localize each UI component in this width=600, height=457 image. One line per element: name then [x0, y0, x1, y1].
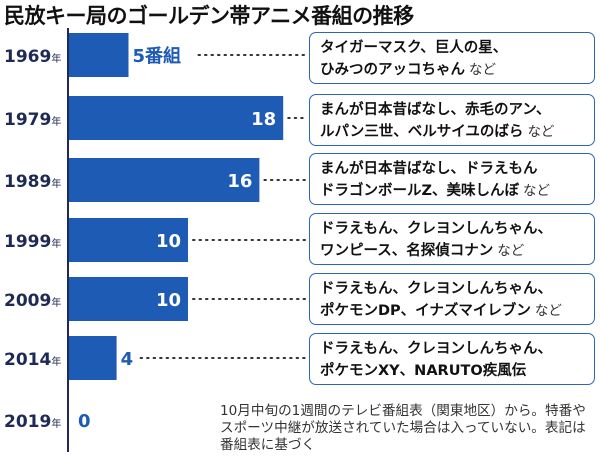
- bar: [69, 336, 117, 380]
- bar: [69, 218, 188, 262]
- callout-suffix: など: [523, 183, 551, 199]
- bar: [69, 158, 260, 202]
- year-tick-label: 1979年: [4, 110, 61, 130]
- value-label: 18: [251, 109, 276, 130]
- callout-line: ドラえもん、クレヨンしんちゃん、: [320, 281, 552, 297]
- value-label: 4: [121, 349, 134, 370]
- value-label: 5番組: [133, 45, 182, 67]
- bar: [69, 33, 129, 77]
- callout-line: ドラゴンボールZ、美味しんぼ: [320, 183, 520, 199]
- callout-1979: まんが日本昔ばなし、赤毛のアン、 ルパン三世、ベルサイユのばら など: [309, 94, 595, 146]
- callout-line: まんが日本昔ばなし、ドラえもん: [320, 161, 538, 177]
- callout-line: ドラえもん、クレヨンしんちゃん、: [320, 221, 552, 237]
- bar: [69, 277, 188, 321]
- callout-line: ルパン三世、ベルサイユのばら: [320, 124, 524, 140]
- value-label: 10: [156, 290, 181, 311]
- callout-suffix: など: [527, 124, 555, 140]
- value-label: 0: [78, 411, 91, 432]
- callout-1999: ドラえもん、クレヨンしんちゃん、 ワンピース、名探偵コナン など: [309, 213, 595, 265]
- callout-line: ポケモンDP、イナズマイレブン: [320, 303, 531, 319]
- value-label: 10: [156, 231, 181, 252]
- callout-2009: ドラえもん、クレヨンしんちゃん、 ポケモンDP、イナズマイレブン など: [309, 273, 595, 325]
- callout-1989: まんが日本昔ばなし、ドラえもん ドラゴンボールZ、美味しんぼ など: [309, 153, 595, 205]
- year-tick-label: 1999年: [4, 232, 61, 252]
- year-tick-label: 1989年: [4, 172, 61, 192]
- callout-line: タイガーマスク、巨人の星、: [320, 40, 508, 56]
- callout-suffix: など: [534, 303, 562, 319]
- callout-line: まんが日本昔ばなし、赤毛のアン、: [320, 102, 551, 118]
- chart-title: 民放キー局のゴールデン帯アニメ番組の推移: [4, 4, 414, 28]
- value-label: 16: [227, 171, 252, 192]
- year-tick-label: 1969年: [4, 47, 61, 67]
- callout-suffix: など: [469, 62, 496, 78]
- callout-line: ワンピース、名探偵コナン: [320, 243, 494, 259]
- source-note: 10月中旬の1週間のテレビ番組表（関東地区）から。特番やスポーツ中継が放送されて…: [220, 403, 586, 453]
- bar: [69, 96, 284, 140]
- year-tick-label: 2014年: [4, 350, 61, 370]
- year-tick-label: 2009年: [4, 291, 61, 311]
- callout-line: ポケモンXY、NARUTO疾風伝: [320, 363, 527, 379]
- callout-1969: タイガーマスク、巨人の星、 ひみつのアッコちゃん など: [309, 32, 595, 84]
- callout-line: ひみつのアッコちゃん: [320, 62, 465, 78]
- year-tick-label: 2019年: [4, 412, 61, 432]
- callout-line: ドラえもん、クレヨンしんちゃん、: [320, 341, 552, 357]
- callout-2014: ドラえもん、クレヨンしんちゃん、 ポケモンXY、NARUTO疾風伝: [309, 333, 595, 385]
- callout-suffix: など: [497, 243, 525, 259]
